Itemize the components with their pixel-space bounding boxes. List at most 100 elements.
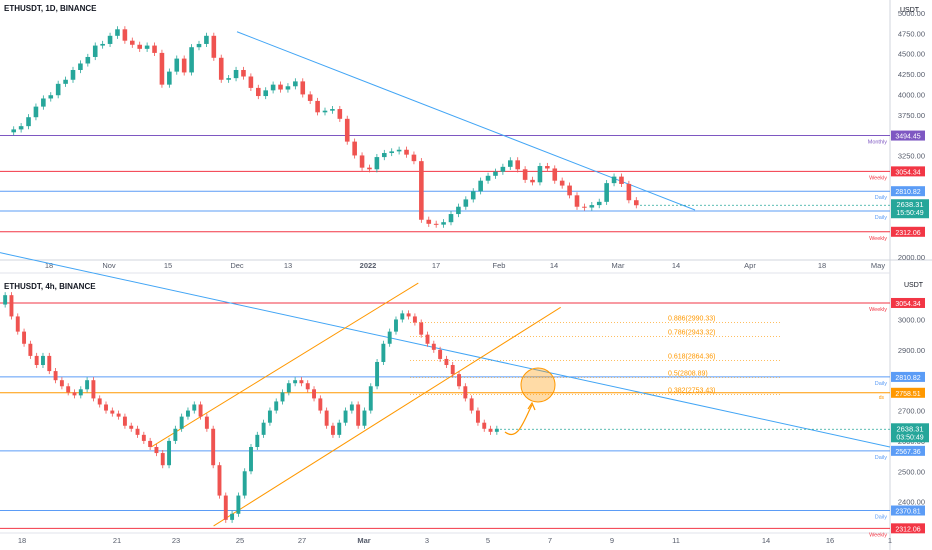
top-x-tick-label: Dec bbox=[230, 261, 244, 270]
top-candle-body bbox=[322, 110, 328, 113]
top-candle-body bbox=[619, 176, 624, 184]
bottom-price-tag bbox=[891, 297, 925, 308]
top-candle-body bbox=[293, 81, 298, 87]
bottom-candle-body bbox=[419, 322, 424, 335]
bottom-candle-body bbox=[337, 422, 342, 435]
top-candle-body bbox=[552, 168, 558, 181]
top-candle-body bbox=[92, 45, 98, 57]
top-candle-body bbox=[85, 56, 91, 64]
top-candle-body bbox=[463, 199, 469, 207]
bottom-candle-body bbox=[349, 404, 354, 411]
top-candle-body bbox=[159, 52, 165, 85]
top-price-tag-label: 3054.34 bbox=[895, 169, 920, 176]
bottom-candle-body bbox=[15, 316, 20, 332]
top-candle-body bbox=[204, 35, 209, 44]
top-level-name: Weekly bbox=[869, 236, 887, 242]
bottom-candle-body bbox=[59, 380, 64, 387]
bottom-candle-body bbox=[167, 440, 172, 466]
bottom-y-tick-label: 2700.00 bbox=[898, 407, 925, 416]
bottom-candle-body bbox=[356, 404, 361, 426]
top-last-price-tag bbox=[891, 199, 929, 219]
bottom-candle-body bbox=[78, 389, 83, 396]
top-candle-body bbox=[574, 195, 580, 207]
bottom-level-name: Weekly bbox=[869, 532, 887, 538]
top-level-name: Monthly bbox=[868, 140, 888, 146]
top-x-tick-label: Nov bbox=[102, 261, 116, 270]
bottom-candle-body bbox=[198, 404, 203, 417]
top-y-tick-label: 4000.00 bbox=[898, 90, 925, 99]
bottom-candle-body bbox=[362, 410, 367, 426]
top-candle-body bbox=[633, 200, 639, 206]
bottom-fib-label: 0.786(2943.32) bbox=[668, 330, 715, 337]
top-x-tick-label: Feb bbox=[493, 261, 506, 270]
bottom-candle-body bbox=[53, 371, 58, 381]
bottom-fib-label: 0.382(2753.43) bbox=[668, 387, 715, 394]
bottom-candle-body bbox=[9, 295, 14, 317]
top-x-tick-label: 18 bbox=[45, 261, 53, 270]
bottom-price-tag bbox=[891, 505, 925, 516]
bottom-x-tick-label: 1 bbox=[888, 536, 892, 545]
bottom-candle-body bbox=[179, 416, 184, 429]
top-candle-body bbox=[500, 166, 506, 172]
top-candle-body bbox=[456, 206, 461, 215]
top-candle-body bbox=[300, 81, 306, 95]
top-candle-body bbox=[367, 167, 372, 170]
top-candle-body bbox=[611, 176, 617, 184]
top-candle-body bbox=[181, 58, 187, 73]
bottom-candle-body bbox=[488, 428, 493, 432]
bottom-candle-body bbox=[469, 398, 474, 411]
top-candle-body bbox=[196, 43, 202, 48]
bottom-y-tick-label: 2400.00 bbox=[898, 498, 925, 507]
top-price-tag-label: 2312.06 bbox=[895, 230, 920, 237]
top-candle-body bbox=[107, 35, 113, 44]
bottom-x-tick-label: 7 bbox=[548, 536, 552, 545]
top-candle-body bbox=[396, 149, 402, 152]
bottom-trendline bbox=[0, 252, 891, 448]
top-x-tick-label: 13 bbox=[284, 261, 292, 270]
bottom-orange-level-tag: ds bbox=[879, 395, 885, 401]
bottom-currency-label: USDT bbox=[904, 282, 924, 289]
bottom-candle-body bbox=[148, 440, 153, 447]
top-candle-body bbox=[233, 69, 239, 79]
bottom-candle-body bbox=[255, 434, 260, 447]
bottom-candle-body bbox=[406, 313, 411, 317]
bottom-candle-body bbox=[72, 392, 77, 396]
top-x-tick-label: 17 bbox=[432, 261, 440, 270]
top-candle-body bbox=[33, 106, 39, 118]
bottom-candle-body bbox=[66, 386, 71, 393]
top-candle-body bbox=[344, 118, 350, 142]
top-candle-body bbox=[411, 154, 417, 162]
bottom-candle-body bbox=[192, 404, 197, 411]
bottom-candle-body bbox=[343, 410, 348, 423]
bottom-y-tick-label: 2900.00 bbox=[898, 346, 925, 355]
top-x-tick-label: Mar bbox=[612, 261, 625, 270]
bottom-candle-body bbox=[230, 513, 235, 520]
top-candle-body bbox=[448, 214, 454, 223]
top-candle-body bbox=[115, 29, 120, 36]
top-candle-body bbox=[426, 219, 432, 224]
top-candle-body bbox=[589, 205, 595, 208]
bottom-last-price-countdown: 03:50:49 bbox=[896, 434, 923, 441]
bottom-x-tick-label: 23 bbox=[172, 536, 180, 545]
top-price-tag bbox=[891, 130, 925, 141]
bottom-fib-label: 0.5(2808.89) bbox=[668, 370, 708, 377]
bottom-candle-body bbox=[104, 404, 108, 411]
top-candle-body bbox=[493, 171, 498, 176]
top-candle-body bbox=[307, 94, 313, 101]
top-candle-body bbox=[330, 109, 335, 111]
bottom-candle-body bbox=[204, 416, 209, 429]
top-candle-body bbox=[567, 185, 572, 196]
top-y-tick-label: 4750.00 bbox=[898, 29, 925, 38]
top-last-price-countdown: 15:50:49 bbox=[896, 210, 923, 217]
top-currency-label: USDT bbox=[900, 7, 920, 14]
top-x-tick-label: 14 bbox=[550, 261, 558, 270]
bottom-candle-body bbox=[261, 422, 266, 435]
bottom-x-tick-label: 9 bbox=[610, 536, 614, 545]
top-candle-body bbox=[144, 45, 150, 49]
top-level-name: Daily bbox=[875, 215, 887, 221]
top-candle-body bbox=[226, 78, 231, 80]
top-candle-body bbox=[270, 84, 276, 91]
bottom-candle-body bbox=[274, 401, 279, 411]
top-candle-body bbox=[596, 201, 602, 206]
